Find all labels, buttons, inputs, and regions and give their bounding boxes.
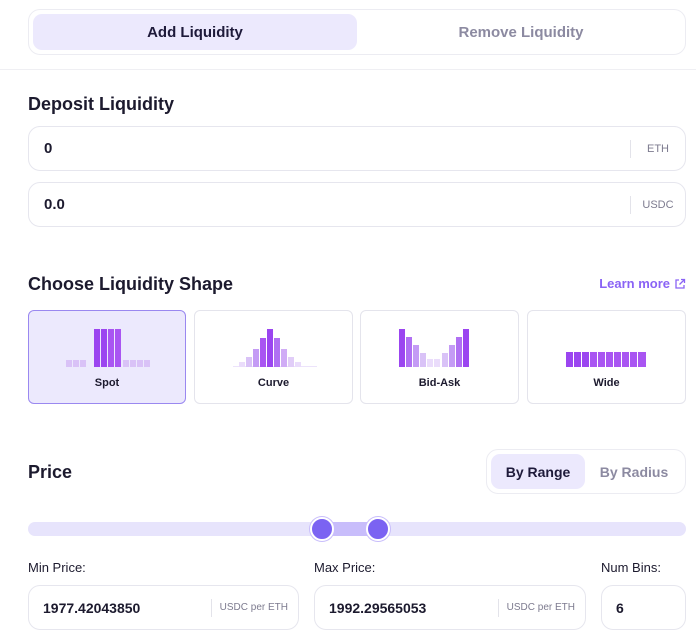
by-range-option[interactable]: By Range bbox=[491, 454, 585, 489]
min-price-label: Min Price: bbox=[28, 560, 86, 575]
eth-unit-label: ETH bbox=[647, 142, 669, 155]
usdc-amount-input[interactable]: 0.0 bbox=[44, 196, 65, 213]
tab-add-liquidity[interactable]: Add Liquidity bbox=[33, 14, 357, 50]
num-bins-label: Num Bins: bbox=[601, 560, 661, 575]
price-title: Price bbox=[28, 462, 73, 482]
min-price-input[interactable]: 1977.42043850 bbox=[43, 599, 141, 616]
unit-separator bbox=[630, 139, 631, 158]
unit-separator bbox=[210, 598, 212, 617]
divider bbox=[0, 69, 696, 70]
num-bins-field[interactable]: 6 bbox=[601, 585, 686, 630]
min-price-unit: USDC per ETH bbox=[219, 602, 288, 613]
unit-separator bbox=[497, 598, 499, 617]
max-price-field[interactable]: 1992.29565053 USDC per ETH bbox=[314, 585, 586, 630]
liquidity-tabs: Add Liquidity Remove Liquidity bbox=[28, 9, 686, 55]
min-price-field[interactable]: 1977.42043850 USDC per ETH bbox=[28, 585, 299, 630]
shape-option-wide[interactable]: Wide bbox=[527, 310, 686, 404]
bid-ask-shape-icon bbox=[399, 329, 469, 367]
eth-amount-field[interactable]: 0 ETH bbox=[28, 126, 686, 171]
eth-amount-input[interactable]: 0 bbox=[44, 140, 53, 157]
deposit-title: Deposit Liquidity bbox=[28, 94, 174, 114]
curve-shape-icon bbox=[233, 329, 317, 367]
max-price-input[interactable]: 1992.29565053 bbox=[329, 599, 427, 616]
price-mode-toggle: By Range By Radius bbox=[486, 449, 686, 494]
max-price-handle[interactable] bbox=[366, 517, 390, 541]
shape-label-wide: Wide bbox=[593, 377, 620, 389]
shape-label-spot: Spot bbox=[94, 377, 120, 389]
price-range-selected bbox=[322, 522, 378, 536]
by-radius-option[interactable]: By Radius bbox=[599, 463, 669, 480]
unit-separator bbox=[630, 195, 631, 214]
shape-title: Choose Liquidity Shape bbox=[28, 274, 234, 294]
shape-option-bid-ask[interactable]: Bid-Ask bbox=[360, 310, 519, 404]
learn-more-link[interactable]: Learn more bbox=[599, 276, 686, 291]
spot-shape-icon bbox=[66, 329, 150, 367]
external-link-icon bbox=[675, 278, 686, 289]
tab-remove-liquidity[interactable]: Remove Liquidity bbox=[458, 23, 584, 41]
min-price-handle[interactable] bbox=[310, 517, 334, 541]
usdc-amount-field[interactable]: 0.0 USDC bbox=[28, 182, 686, 227]
shape-option-curve[interactable]: Curve bbox=[194, 310, 353, 404]
shape-label-curve: Curve bbox=[257, 377, 290, 389]
wide-shape-icon bbox=[566, 352, 646, 367]
max-price-unit: USDC per ETH bbox=[506, 602, 575, 613]
num-bins-input[interactable]: 6 bbox=[616, 599, 624, 616]
usdc-unit-label: USDC bbox=[642, 198, 674, 211]
shape-label-bid-ask: Bid-Ask bbox=[418, 377, 461, 389]
max-price-label: Max Price: bbox=[314, 560, 376, 575]
learn-more-label: Learn more bbox=[599, 276, 670, 291]
shape-option-spot[interactable]: Spot bbox=[28, 310, 186, 404]
